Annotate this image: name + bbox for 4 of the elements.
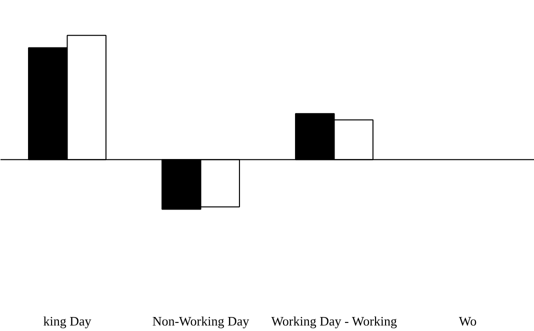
x-tick-label: Working Day - Working bbox=[271, 314, 398, 328]
x-tick-label: king Day bbox=[43, 314, 92, 328]
x-tick-label: Wo bbox=[458, 314, 477, 328]
x-tick-label: Non-Working Day bbox=[152, 314, 250, 328]
